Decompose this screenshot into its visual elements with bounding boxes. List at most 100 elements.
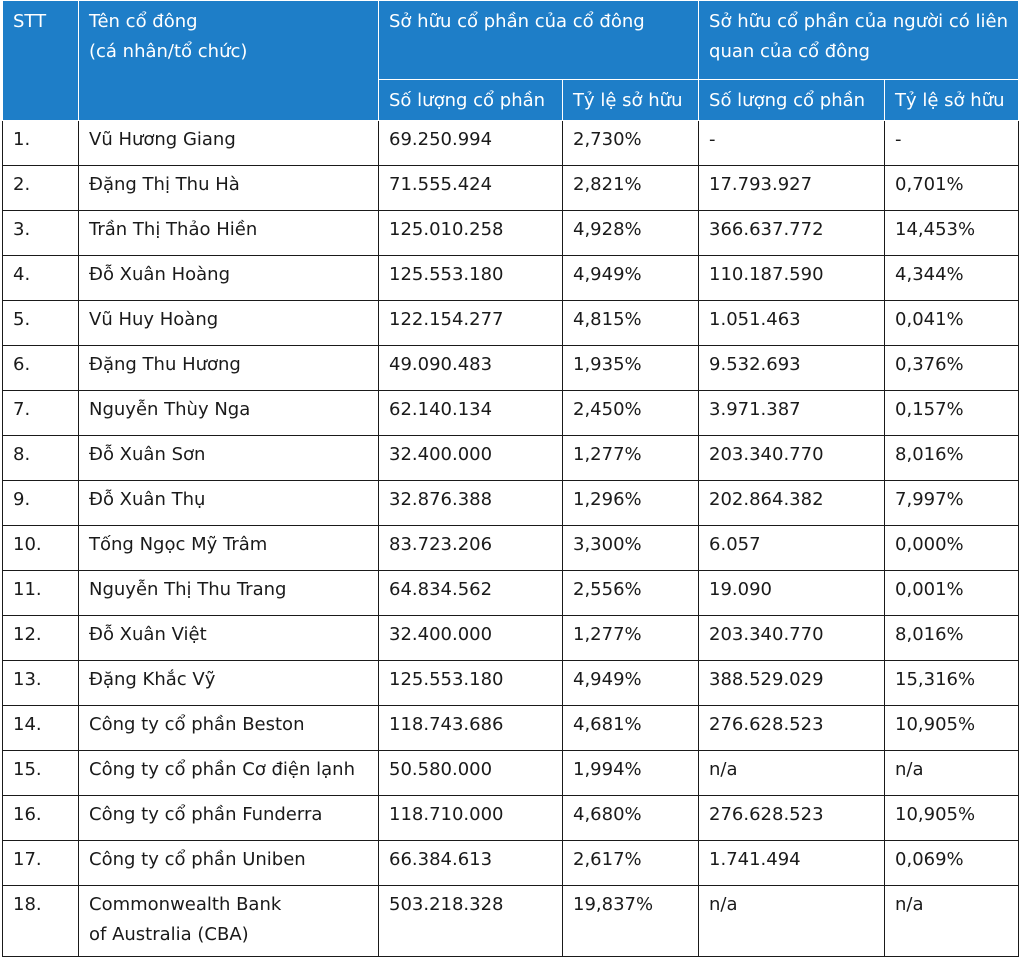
- cell-name: Đỗ Xuân Sơn: [78, 435, 379, 481]
- header-rel-pct: Tỷ lệ sở hữu: [884, 79, 1020, 121]
- cell-name: Công ty cổ phần Funderra: [78, 795, 379, 841]
- table-row: 5. Vũ Huy Hoàng 122.154.277 4,815% 1.051.463…: [2, 300, 1020, 346]
- header-own-group: Sở hữu cổ phần của cổ đông: [377, 0, 700, 80]
- cell-rel-qty: 366.637.772: [698, 210, 886, 256]
- cell-own-pct: 19,837%: [561, 885, 700, 957]
- cell-rel-qty: 203.340.770: [698, 435, 886, 481]
- cell-rel-pct: 14,453%: [884, 210, 1020, 256]
- cell-stt: 13.: [2, 660, 79, 706]
- cell-own-qty: 118.743.686: [378, 705, 563, 751]
- cell-own-pct: 2,617%: [561, 840, 700, 886]
- cell-own-qty: 83.723.206: [378, 525, 563, 571]
- cell-name: Đỗ Xuân Thụ: [78, 480, 379, 526]
- table-row: 8. Đỗ Xuân Sơn 32.400.000 1,277% 203.340.770…: [2, 435, 1020, 481]
- cell-own-pct: 2,730%: [561, 120, 700, 166]
- cell-own-pct: 2,556%: [561, 570, 700, 616]
- cell-own-pct: 2,450%: [561, 390, 700, 436]
- cell-rel-pct: 15,316%: [884, 660, 1020, 706]
- table-row: 11. Nguyễn Thị Thu Trang 64.834.562 2,556% 1…: [2, 570, 1020, 616]
- cell-stt: 16.: [2, 795, 79, 841]
- cell-name: Trần Thị Thảo Hiền: [78, 210, 379, 256]
- cell-name: Công ty cổ phần Cơ điện lạnh: [78, 750, 379, 796]
- cell-rel-qty: n/a: [698, 885, 886, 957]
- cell-rel-qty: 3.971.387: [698, 390, 886, 436]
- cell-name: Vũ Hương Giang: [78, 120, 379, 166]
- cell-rel-qty: n/a: [698, 750, 886, 796]
- cell-rel-qty: 276.628.523: [698, 795, 886, 841]
- cell-own-pct: 1,994%: [561, 750, 700, 796]
- cell-rel-pct: 10,905%: [884, 795, 1020, 841]
- cell-stt: 14.: [2, 705, 79, 751]
- cell-own-pct: 4,680%: [561, 795, 700, 841]
- cell-rel-qty: 6.057: [698, 525, 886, 571]
- cell-rel-pct: 10,905%: [884, 705, 1020, 751]
- cell-name: Tống Ngọc Mỹ Trâm: [78, 525, 379, 571]
- cell-name-line1: Công ty cổ phần Funderra: [89, 804, 323, 825]
- header-name: Tên cổ đông (cá nhân/tổ chức): [78, 0, 379, 121]
- cell-own-pct: 2,821%: [561, 165, 700, 211]
- cell-stt: 1.: [2, 120, 79, 166]
- cell-stt: 3.: [2, 210, 79, 256]
- cell-stt: 8.: [2, 435, 79, 481]
- cell-own-qty: 125.553.180: [378, 255, 563, 301]
- cell-rel-qty: 202.864.382: [698, 480, 886, 526]
- cell-name-line1: Nguyễn Thùy Nga: [89, 399, 251, 420]
- cell-own-pct: 4,681%: [561, 705, 700, 751]
- table-row: 15. Công ty cổ phần Cơ điện lạnh 50.580.00…: [2, 750, 1020, 796]
- cell-own-qty: 503.218.328: [378, 885, 563, 957]
- cell-own-pct: 1,935%: [561, 345, 700, 391]
- cell-rel-pct: 0,001%: [884, 570, 1020, 616]
- cell-stt: 18.: [2, 885, 79, 957]
- table-body: 1. Vũ Hương Giang 69.250.994 2,730% - -2. Đặng…: [2, 120, 1020, 957]
- cell-rel-pct: 0,157%: [884, 390, 1020, 436]
- cell-name-line1: Vũ Huy Hoàng: [89, 309, 219, 330]
- cell-own-pct: 4,949%: [561, 660, 700, 706]
- cell-stt: 2.: [2, 165, 79, 211]
- cell-own-qty: 66.384.613: [378, 840, 563, 886]
- cell-own-pct: 3,300%: [561, 525, 700, 571]
- table-row: 2. Đặng Thị Thu Hà 71.555.424 2,821% 17.793.…: [2, 165, 1020, 211]
- cell-stt: 15.: [2, 750, 79, 796]
- cell-own-pct: 4,928%: [561, 210, 700, 256]
- cell-name-line1: Công ty cổ phần Uniben: [89, 849, 306, 870]
- cell-name: Nguyễn Thị Thu Trang: [78, 570, 379, 616]
- cell-rel-pct: n/a: [884, 750, 1020, 796]
- cell-rel-pct: 7,997%: [884, 480, 1020, 526]
- header-name-line2: (cá nhân/tổ chức): [89, 41, 248, 62]
- cell-name: Đặng Khắc Vỹ: [78, 660, 379, 706]
- table-row: 3. Trần Thị Thảo Hiền 125.010.258 4,928% 366…: [2, 210, 1020, 256]
- cell-name: Vũ Huy Hoàng: [78, 300, 379, 346]
- cell-rel-qty: 9.532.693: [698, 345, 886, 391]
- cell-name-line1: Vũ Hương Giang: [89, 129, 236, 150]
- cell-rel-qty: 110.187.590: [698, 255, 886, 301]
- cell-stt: 12.: [2, 615, 79, 661]
- cell-stt: 4.: [2, 255, 79, 301]
- cell-name: Công ty cổ phần Uniben: [78, 840, 379, 886]
- cell-rel-qty: 19.090: [698, 570, 886, 616]
- cell-stt: 7.: [2, 390, 79, 436]
- table-row: 7. Nguyễn Thùy Nga 62.140.134 2,450% 3.971.3…: [2, 390, 1020, 436]
- table-row: 6. Đặng Thu Hương 49.090.483 1,935% 9.532.69…: [2, 345, 1020, 391]
- cell-own-qty: 64.834.562: [378, 570, 563, 616]
- cell-stt: 9.: [2, 480, 79, 526]
- cell-own-qty: 32.400.000: [378, 435, 563, 481]
- cell-own-pct: 4,949%: [561, 255, 700, 301]
- cell-name-line1: Đặng Thu Hương: [89, 354, 241, 375]
- cell-name-line1: Trần Thị Thảo Hiền: [89, 219, 258, 240]
- cell-own-qty: 71.555.424: [378, 165, 563, 211]
- table-row: 16. Công ty cổ phần Funderra 118.710.000 4,…: [2, 795, 1020, 841]
- cell-own-pct: 1,277%: [561, 615, 700, 661]
- cell-rel-pct: 0,069%: [884, 840, 1020, 886]
- cell-rel-qty: 1.051.463: [698, 300, 886, 346]
- cell-rel-qty: 276.628.523: [698, 705, 886, 751]
- cell-own-qty: 118.710.000: [378, 795, 563, 841]
- cell-name-line2: of Australia (CBA): [89, 924, 249, 945]
- cell-own-qty: 125.553.180: [378, 660, 563, 706]
- table-row: 18. Commonwealth Bank of Australia (CBA) 50…: [2, 885, 1020, 957]
- cell-own-qty: 122.154.277: [378, 300, 563, 346]
- cell-name-line1: Nguyễn Thị Thu Trang: [89, 579, 287, 600]
- cell-own-qty: 125.010.258: [378, 210, 563, 256]
- cell-rel-pct: 0,701%: [884, 165, 1020, 211]
- cell-rel-pct: n/a: [884, 885, 1020, 957]
- cell-own-qty: 62.140.134: [378, 390, 563, 436]
